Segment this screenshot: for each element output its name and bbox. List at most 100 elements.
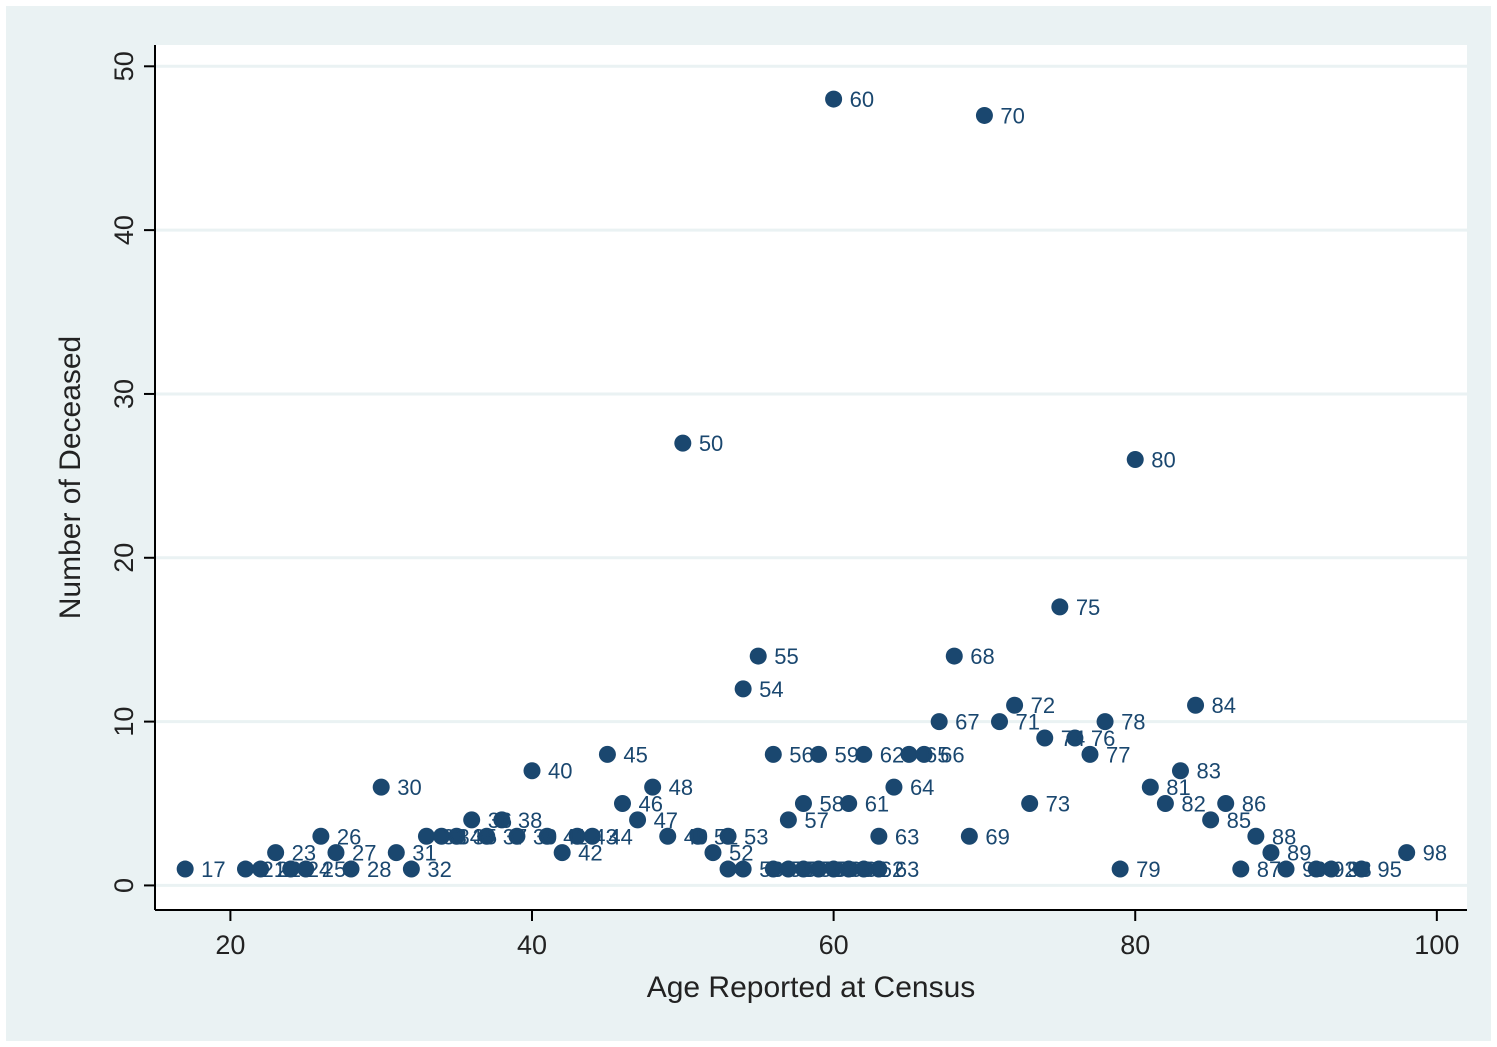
- scatter-point: [1126, 450, 1144, 468]
- point-label: 56: [789, 742, 813, 767]
- x-tick-label: 20: [215, 930, 245, 960]
- point-label: 62: [880, 857, 904, 882]
- point-label: 65: [925, 742, 949, 767]
- point-label: 58: [819, 857, 843, 882]
- point-label: 22: [277, 857, 301, 882]
- scatter-point: [1307, 860, 1325, 878]
- point-label: 76: [1091, 726, 1115, 751]
- x-tick-label: 60: [819, 930, 849, 960]
- y-tick-label: 20: [109, 543, 139, 573]
- point-label: 51: [714, 824, 738, 849]
- point-label: 80: [1151, 447, 1175, 472]
- plot-area: [155, 45, 1467, 910]
- scatter-point: [629, 811, 647, 829]
- point-label: 61: [865, 857, 889, 882]
- scatter-point: [1111, 860, 1129, 878]
- scatter-point: [538, 827, 556, 845]
- point-label: 84: [1212, 693, 1236, 718]
- scatter-point: [342, 860, 360, 878]
- point-label: 36: [488, 808, 512, 833]
- scatter-point: [463, 811, 481, 829]
- y-tick-label: 50: [109, 51, 139, 81]
- scatter-point: [855, 860, 873, 878]
- point-label: 24: [307, 857, 331, 882]
- point-label: 33: [442, 824, 466, 849]
- point-label: 52: [729, 841, 753, 866]
- scatter-point: [945, 647, 963, 665]
- point-label: 40: [548, 759, 572, 784]
- scatter-point: [1232, 860, 1250, 878]
- scatter-point: [1096, 713, 1114, 731]
- scatter-point: [659, 827, 677, 845]
- scatter-point: [674, 434, 692, 452]
- point-label: 45: [623, 742, 647, 767]
- scatter-point: [704, 844, 722, 862]
- point-label: 62: [880, 742, 904, 767]
- scatter-point: [644, 778, 662, 796]
- scatter-point: [478, 827, 496, 845]
- point-label: 75: [1076, 595, 1100, 620]
- scatter-point: [810, 745, 828, 763]
- point-label: 58: [819, 792, 843, 817]
- point-label: 59: [835, 742, 859, 767]
- point-label: 82: [1181, 792, 1205, 817]
- point-label: 87: [1257, 857, 1281, 882]
- scatter-point: [613, 795, 631, 813]
- scatter-point: [433, 827, 451, 845]
- scatter-point: [719, 827, 737, 845]
- point-label: 71: [1016, 710, 1040, 735]
- scatter-point: [267, 844, 285, 862]
- scatter-point: [960, 827, 978, 845]
- point-label: 92: [1332, 857, 1356, 882]
- point-label: 89: [1287, 841, 1311, 866]
- point-label: 30: [397, 775, 421, 800]
- scatter-point: [1141, 778, 1159, 796]
- scatter-point: [327, 844, 345, 862]
- scatter-point: [764, 860, 782, 878]
- point-label: 26: [337, 824, 361, 849]
- point-label: 70: [1000, 103, 1024, 128]
- scatter-point: [810, 860, 828, 878]
- x-axis-title: Age Reported at Census: [647, 971, 976, 1004]
- point-label: 69: [985, 824, 1009, 849]
- scatter-point: [297, 860, 315, 878]
- scatter-point: [417, 827, 435, 845]
- scatter-point: [870, 860, 888, 878]
- point-label: 60: [850, 857, 874, 882]
- scatter-point: [583, 827, 601, 845]
- scatter-point: [975, 106, 993, 124]
- data-points: [176, 90, 1416, 878]
- point-label: 50: [699, 431, 723, 456]
- point-label: 74: [1061, 726, 1085, 751]
- scatter-point: [825, 90, 843, 108]
- gridlines: [155, 64, 1467, 887]
- point-label: 21: [261, 857, 285, 882]
- point-label: 57: [804, 857, 828, 882]
- point-label: 37: [503, 824, 527, 849]
- scatter-point: [1262, 844, 1280, 862]
- point-label: 35: [473, 824, 497, 849]
- scatter-point: [1217, 795, 1235, 813]
- scatter-point: [885, 778, 903, 796]
- scatter-point: [1081, 745, 1099, 763]
- point-label: 42: [578, 841, 602, 866]
- point-label: 53: [759, 857, 783, 882]
- point-label: 57: [804, 808, 828, 833]
- scatter-point: [312, 827, 330, 845]
- scatter-point: [734, 860, 752, 878]
- point-label: 79: [1136, 857, 1160, 882]
- point-label: 17: [201, 857, 225, 882]
- point-label: 60: [850, 87, 874, 112]
- point-label: 43: [593, 824, 617, 849]
- point-label: 55: [774, 644, 798, 669]
- scatter-point: [915, 745, 933, 763]
- scatter-point: [1156, 795, 1174, 813]
- scatter-point: [448, 827, 466, 845]
- scatter-point: [372, 778, 390, 796]
- scatter-point: [1247, 827, 1265, 845]
- point-label: 25: [322, 857, 346, 882]
- point-label: 68: [970, 644, 994, 669]
- point-label: 34: [458, 824, 482, 849]
